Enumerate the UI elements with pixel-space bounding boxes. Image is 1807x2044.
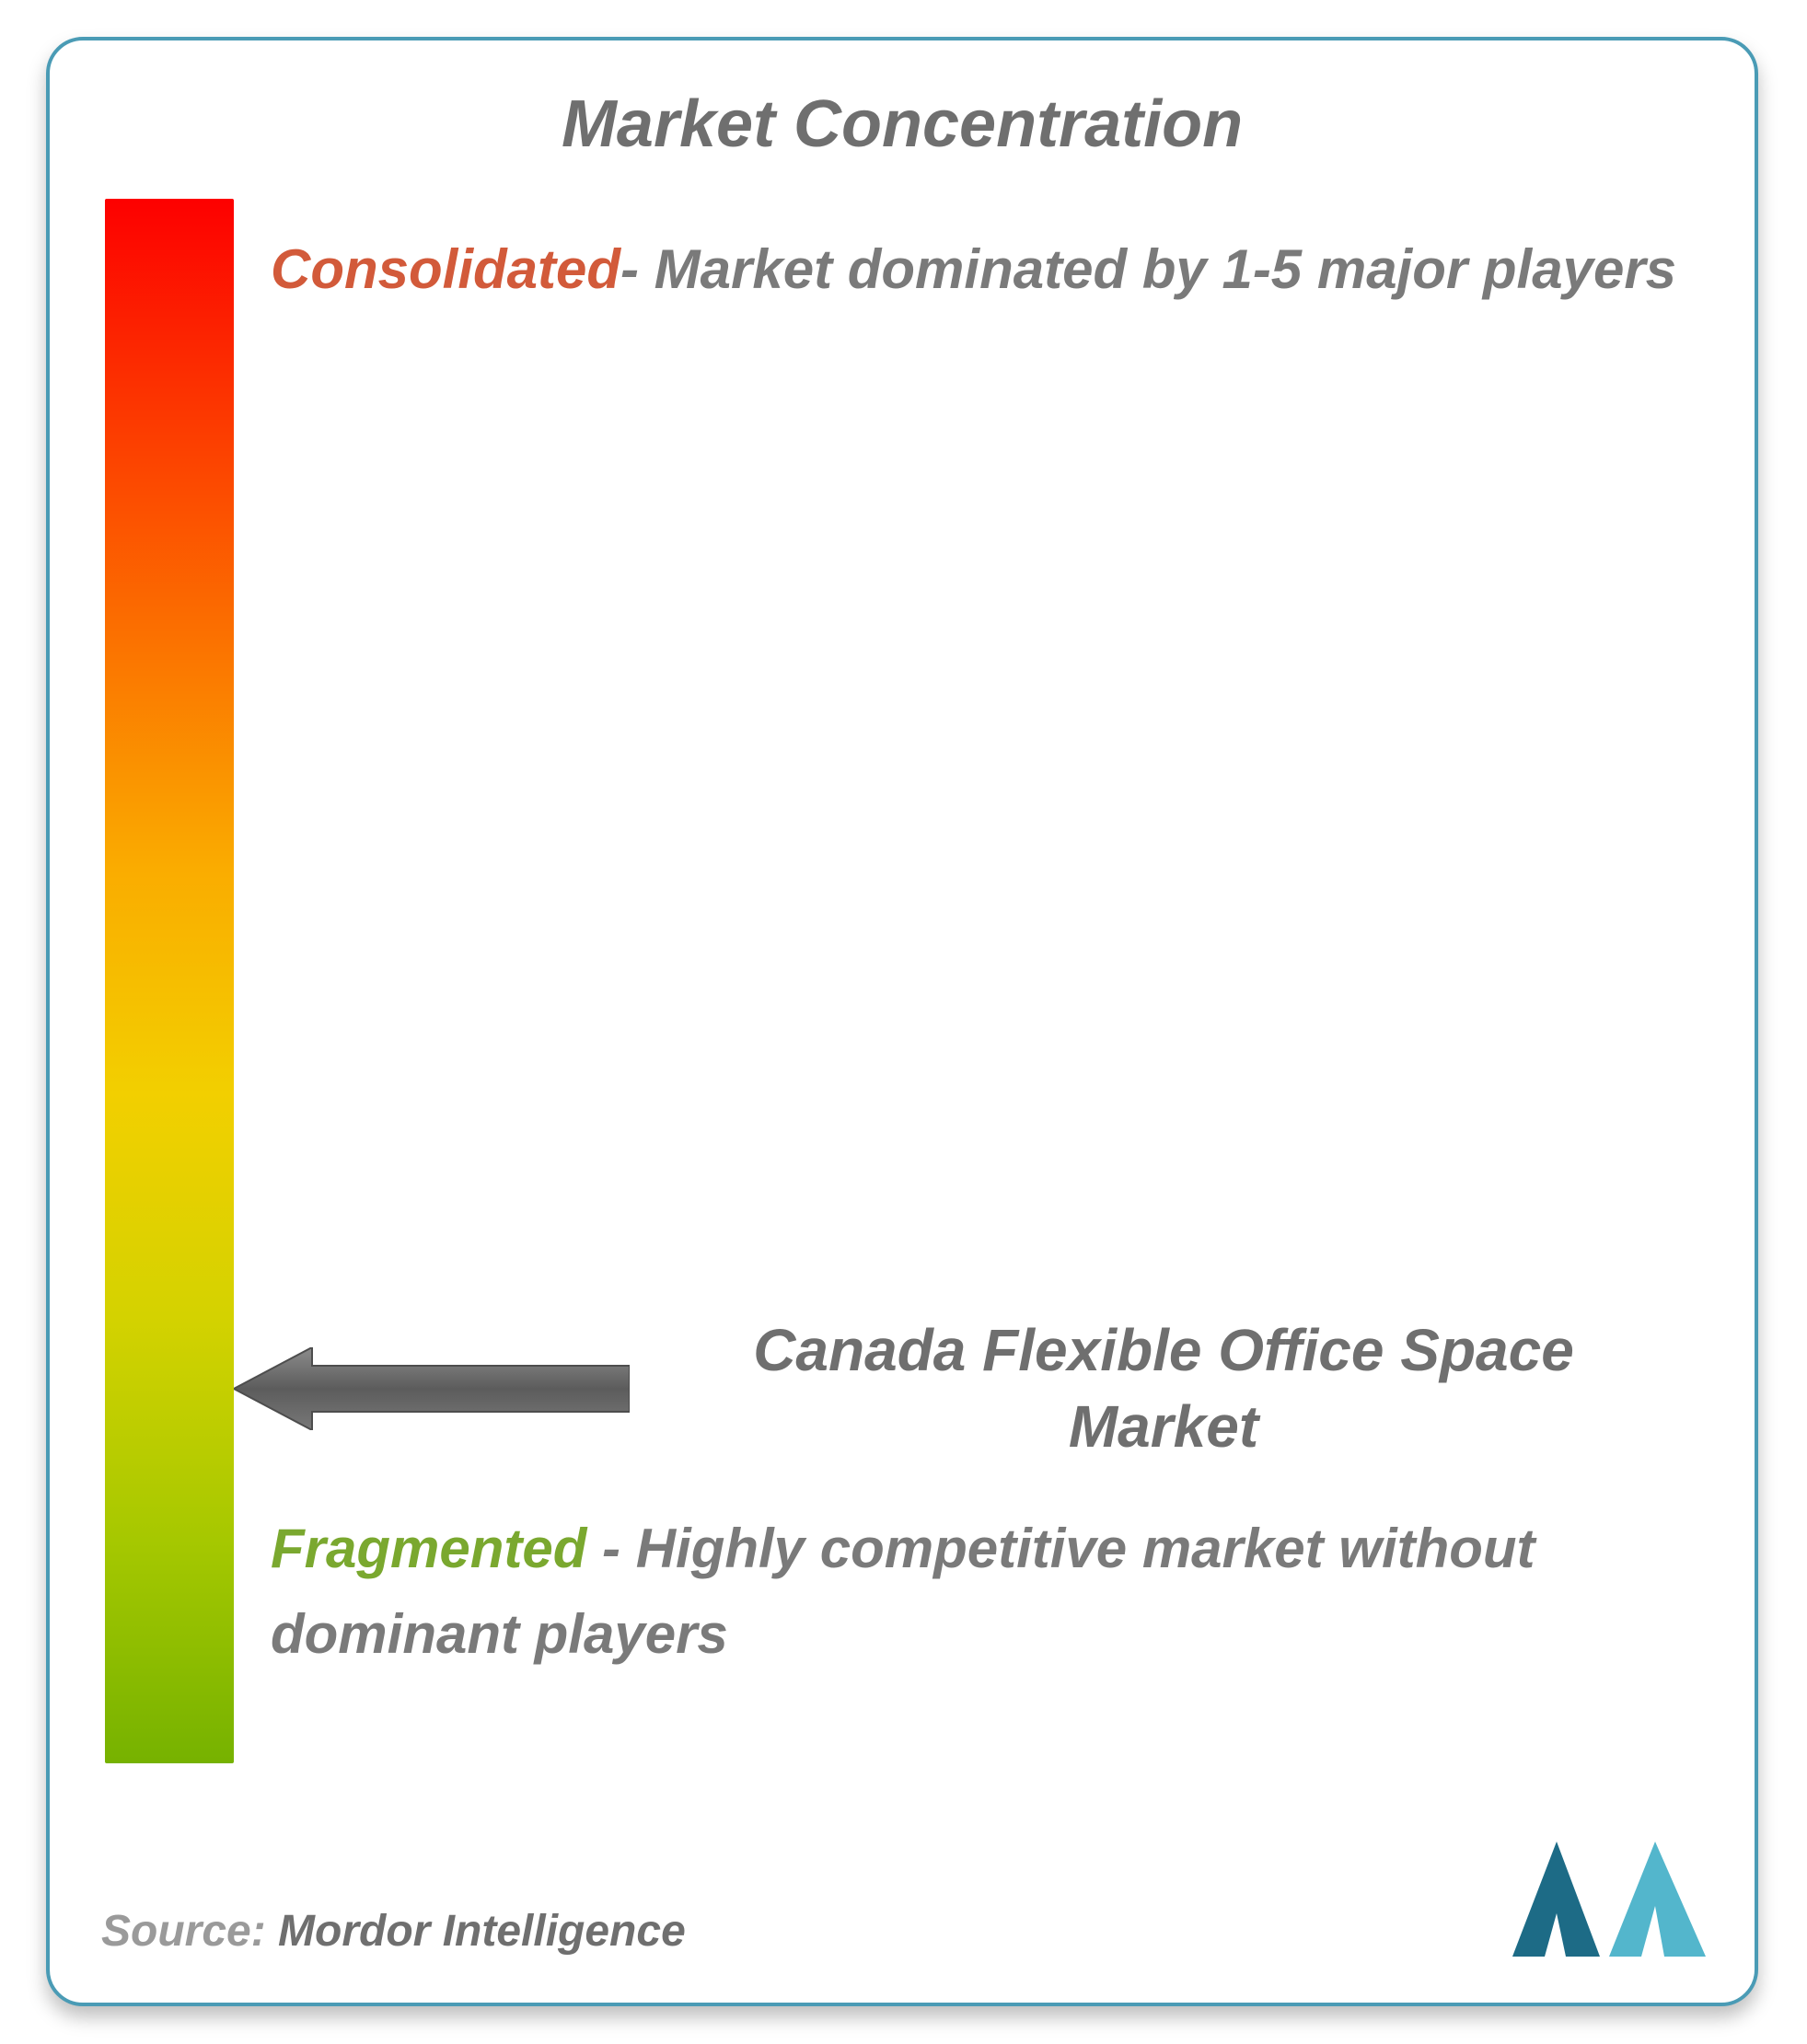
mordor-logo-icon (1512, 1842, 1706, 1957)
content-row: Consolidated- Market dominated by 1-5 ma… (105, 199, 1699, 1763)
market-pointer-row: Canada Flexible Office Space Market (234, 1312, 1670, 1465)
infographic-card: Market Concentration Consolidated- Marke… (46, 37, 1758, 2006)
consolidated-rest: - Market dominated by 1-5 major players (620, 238, 1676, 300)
concentration-gradient-bar (105, 199, 234, 1763)
source-value: Mordor Intelligence (278, 1907, 686, 1956)
footer-row: Source: Mordor Intelligence (101, 1842, 1706, 1957)
chart-title: Market Concentration (105, 87, 1699, 162)
fragmented-lead: Fragmented (271, 1518, 586, 1579)
consolidated-label: Consolidated- Market dominated by 1-5 ma… (271, 226, 1681, 312)
labels-column: Consolidated- Market dominated by 1-5 ma… (234, 199, 1699, 1763)
source-label: Source: (101, 1907, 278, 1956)
market-name: Canada Flexible Office Space Market (657, 1312, 1670, 1465)
consolidated-lead: Consolidated (271, 238, 620, 300)
source-caption: Source: Mordor Intelligence (101, 1906, 686, 1957)
gradient-column (105, 199, 234, 1763)
fragmented-label: Fragmented - Highly competitive market w… (271, 1506, 1681, 1677)
arrow-left-icon (234, 1347, 630, 1430)
